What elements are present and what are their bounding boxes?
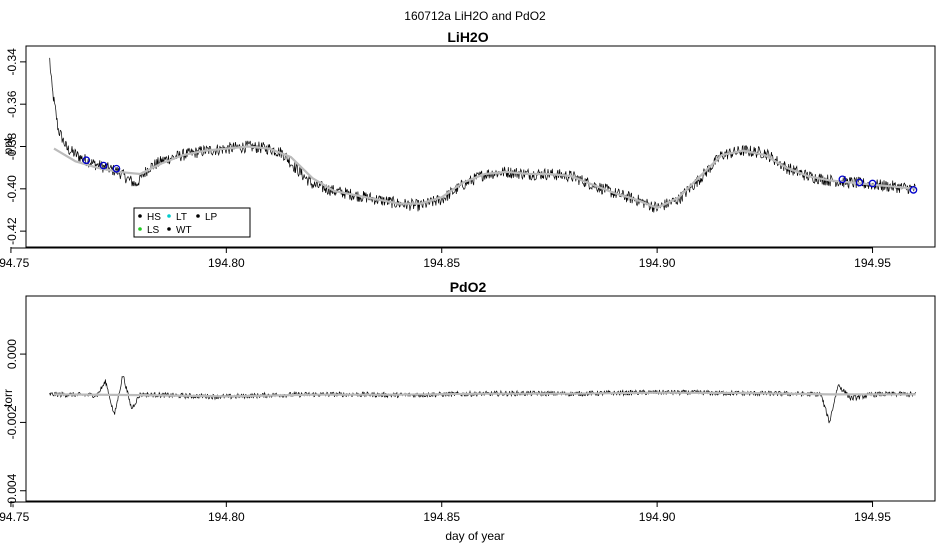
panel1-title: LiH2O xyxy=(447,29,488,45)
y-tick-label: -0.34 xyxy=(5,48,19,76)
legend-marker-hs xyxy=(138,214,142,218)
x-tick-label: 194.95 xyxy=(854,510,891,524)
x-tick-label: 194.95 xyxy=(854,256,891,270)
panel2-data-layer xyxy=(49,375,916,424)
series-line-raw xyxy=(49,57,916,213)
legend-label-lp: LP xyxy=(205,212,218,223)
data-marker xyxy=(868,179,877,188)
x-tick-label: 194.75 xyxy=(0,510,30,524)
y-tick-label: 0.000 xyxy=(5,339,19,369)
y-tick-label: -0.36 xyxy=(5,90,19,118)
panel1-legend: HS LS LT WT LP xyxy=(133,207,251,238)
y-tick-label: -0.40 xyxy=(5,175,19,203)
x-tick-label: 194.85 xyxy=(423,256,460,270)
data-marker xyxy=(855,178,864,187)
x-tick-label: 194.80 xyxy=(208,510,245,524)
x-tick-label: 194.75 xyxy=(0,256,30,270)
x-tick-label: 194.90 xyxy=(639,256,676,270)
figure-suptitle: 160712a LiH2O and PdO2 xyxy=(404,9,546,23)
legend-label-ls: LS xyxy=(147,225,160,236)
legend-marker-ls xyxy=(138,227,142,231)
series-line-raw xyxy=(49,375,916,424)
panel1-y-axis-label: ppt xyxy=(1,137,15,154)
data-marker xyxy=(838,175,847,184)
legend-marker-lt xyxy=(167,214,171,218)
legend-label-wt: WT xyxy=(176,225,192,236)
legend-box xyxy=(133,207,251,238)
data-marker xyxy=(909,186,918,194)
data-marker xyxy=(112,164,121,173)
y-tick-label: -0.004 xyxy=(5,473,19,507)
x-axis-label: day of year xyxy=(445,529,504,543)
panel1-data-layer xyxy=(49,57,918,213)
x-tick-label: 194.90 xyxy=(639,510,676,524)
panel2-title: PdO2 xyxy=(450,279,487,295)
legend-label-lt: LT xyxy=(176,212,187,223)
panel1-y-axis: -0.42 -0.40 -0.38 -0.36 -0.34 xyxy=(5,48,26,245)
data-marker xyxy=(82,156,91,165)
y-tick-label: -0.002 xyxy=(5,405,19,439)
panel2-plot-frame xyxy=(25,295,936,502)
legend-label-hs: HS xyxy=(147,212,161,223)
series-line-smoothed xyxy=(53,391,916,398)
y-tick-label: -0.42 xyxy=(5,217,19,245)
panel2-x-axis: 194.75 194.80 194.85 194.90 194.95 xyxy=(0,501,891,524)
data-marker xyxy=(99,161,108,170)
panel2-y-axis-label: torr xyxy=(1,389,15,407)
y-tick-label: -0.38 xyxy=(5,133,19,161)
series-line-smoothed xyxy=(53,145,916,210)
legend-marker-lp xyxy=(196,214,200,218)
legend-marker-wt xyxy=(167,227,171,231)
panel1-x-axis: 194.75 194.80 194.85 194.90 194.95 xyxy=(0,247,891,270)
x-tick-label: 194.85 xyxy=(423,510,460,524)
x-tick-label: 194.80 xyxy=(208,256,245,270)
panel2-y-axis: -0.004 -0.002 0.000 xyxy=(5,339,26,508)
